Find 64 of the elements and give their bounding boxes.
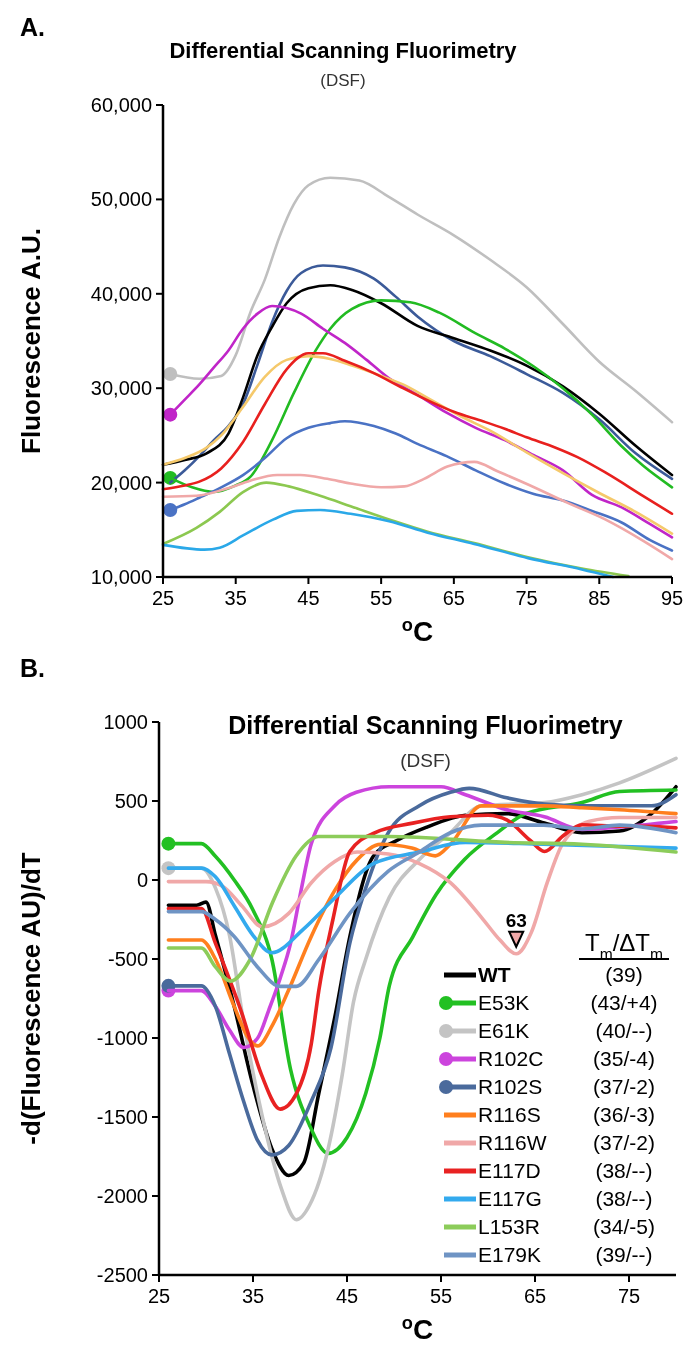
chart-title: Differential Scanning Fluorimetry <box>169 38 518 63</box>
annotation: (43/+4) <box>590 991 658 1015</box>
legend-label: R116W <box>478 1131 547 1155</box>
x-axis-title: $^{o}$C <box>401 615 434 647</box>
x-tick-label: 45 <box>297 587 320 609</box>
annotation: (35/-4) <box>593 1047 655 1071</box>
y-tick-label: -500 <box>107 948 148 970</box>
y-tick-label: 500 <box>114 790 148 812</box>
legend-label: R102S <box>478 1075 543 1099</box>
text: (DSF) <box>400 750 451 771</box>
annotation: (34/-5) <box>593 1215 655 1239</box>
y-tick-label: 0 <box>136 869 148 891</box>
legend-label: E117D <box>478 1159 541 1183</box>
y-tick-label: 10,000 <box>90 566 152 588</box>
x-axis-title: $^{o}$C <box>401 1313 434 1345</box>
x-tick-label: 95 <box>660 587 684 609</box>
x-tick-label: 55 <box>370 587 393 609</box>
y-tick-label: 40,000 <box>90 282 152 305</box>
annotation: (39/--) <box>595 1243 653 1267</box>
legend-label: E53K <box>478 991 530 1015</box>
legend-label: R116S <box>478 1103 541 1127</box>
x-tick-label: 75 <box>515 587 538 609</box>
text: A. <box>20 13 45 41</box>
legend-label: E61K <box>478 1019 530 1043</box>
legend-label: R102C <box>478 1047 544 1071</box>
x-tick-label: 85 <box>588 587 611 609</box>
annotation: (38/--) <box>595 1187 653 1211</box>
y-tick-label: 60,000 <box>90 94 152 116</box>
annotation: (37/-2) <box>593 1131 655 1155</box>
line-series <box>161 508 615 579</box>
annotation: 63 <box>505 909 527 931</box>
legend-label: E117G <box>478 1187 542 1211</box>
legend-label: L153R <box>478 1215 540 1239</box>
annotation: (38/--) <box>595 1159 653 1183</box>
x-tick-label: 35 <box>224 587 247 609</box>
y-tick-label: 50,000 <box>90 188 152 211</box>
y-tick-label: 1000 <box>103 711 148 733</box>
x-tick-label: 75 <box>617 1285 641 1307</box>
line-series <box>161 460 674 561</box>
x-tick-label: 65 <box>523 1285 547 1307</box>
chart-subtitle: (DSF) <box>320 71 366 90</box>
x-tick-label: 25 <box>151 587 175 609</box>
x-tick-label: 65 <box>442 587 465 609</box>
y-tick-label: -2000 <box>96 1185 148 1207</box>
y-tick-label: 20,000 <box>90 471 152 494</box>
legend-label: WT <box>478 963 511 987</box>
x-tick-label: 55 <box>429 1285 453 1307</box>
y-axis-title: Fluorescence A.U. <box>16 228 46 454</box>
y-axis-title: -d(Fluorescence AU)/dT <box>16 852 46 1145</box>
annotation: (39) <box>605 963 643 987</box>
y-tick-label: -2500 <box>96 1264 148 1286</box>
line-series <box>166 815 678 956</box>
x-tick-label: 35 <box>241 1285 265 1307</box>
y-tick-label: 30,000 <box>90 377 152 400</box>
x-tick-label: 25 <box>147 1285 171 1307</box>
x-tick-label: 45 <box>335 1285 359 1307</box>
chart-title: Differential Scanning Fluorimetry <box>228 711 623 739</box>
y-tick-label: -1000 <box>96 1027 148 1049</box>
y-tick-label: -1500 <box>96 1106 148 1128</box>
annotation: (36/-3) <box>593 1103 655 1127</box>
text: B. <box>20 654 45 682</box>
annotation: (37/-2) <box>593 1075 655 1099</box>
annotation: (40/--) <box>595 1019 653 1043</box>
legend-label: E179K <box>478 1243 542 1267</box>
